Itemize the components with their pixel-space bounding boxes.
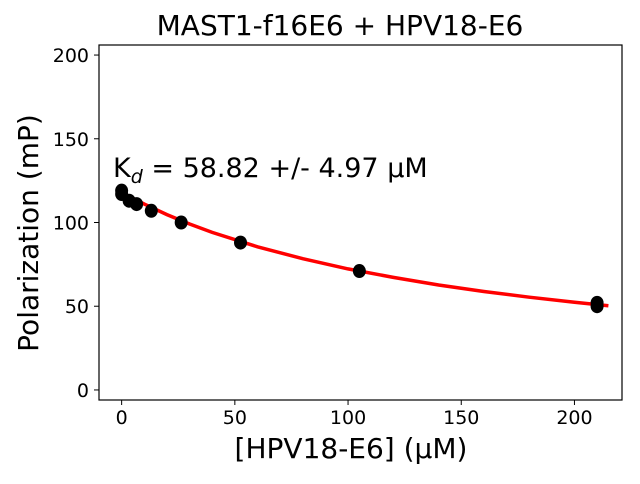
kd-subscript: d <box>131 166 144 188</box>
kd-prefix: K <box>113 153 132 184</box>
x-axis-ticks: 0 50 100 150 200 <box>116 400 593 429</box>
data-point <box>130 197 144 212</box>
y-tick-label: 150 <box>53 129 89 151</box>
x-tick-label: 0 <box>116 407 128 429</box>
x-tick-label: 50 <box>223 407 247 429</box>
chart-title: MAST1-f16E6 + HPV18-E6 <box>157 9 524 42</box>
x-axis-label: [HPV18-E6] (µM) <box>235 432 468 465</box>
y-axis-label: Polarization (mP) <box>12 114 45 352</box>
x-tick-label: 200 <box>556 407 592 429</box>
fit-curve-layer <box>120 190 609 308</box>
kd-text: = 58.82 +/- 4.97 µM <box>143 153 428 184</box>
y-tick-label: 200 <box>53 45 89 67</box>
data-point <box>234 235 248 250</box>
data-point <box>590 299 604 314</box>
x-tick-label: 100 <box>330 407 366 429</box>
y-tick-label: 100 <box>53 213 89 235</box>
data-point <box>352 264 366 279</box>
y-axis-ticks: 0 50 100 150 200 <box>53 45 99 402</box>
fit-curve <box>120 190 609 308</box>
points-layer <box>115 183 604 314</box>
y-tick-label: 50 <box>65 296 89 318</box>
data-point <box>144 203 158 218</box>
kd-annotation: Kd = 58.82 +/- 4.97 µM <box>113 153 428 188</box>
data-point <box>174 215 188 230</box>
y-tick-label: 0 <box>77 380 89 402</box>
x-tick-label: 150 <box>443 407 479 429</box>
